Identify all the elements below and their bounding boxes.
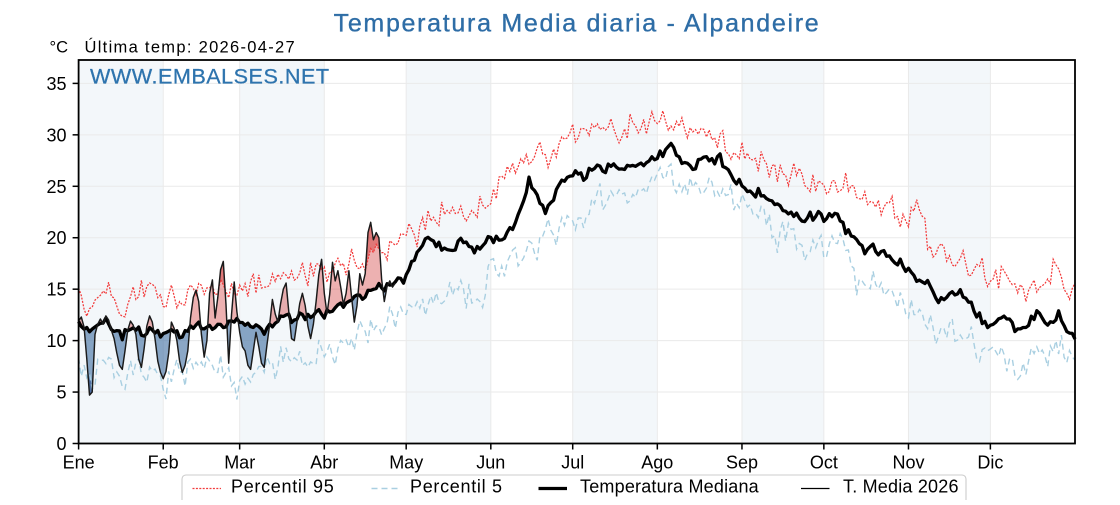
- svg-text:Oct: Oct: [810, 453, 838, 473]
- svg-text:°C: °C: [50, 39, 69, 57]
- svg-text:Percentil 5: Percentil 5: [410, 477, 503, 497]
- svg-text:Ago: Ago: [641, 453, 673, 473]
- svg-text:5: 5: [56, 383, 66, 403]
- svg-text:Temperatura Mediana: Temperatura Mediana: [580, 477, 760, 497]
- svg-text:0: 0: [56, 434, 66, 454]
- svg-text:35: 35: [46, 74, 66, 94]
- svg-text:20: 20: [46, 228, 66, 248]
- svg-text:Feb: Feb: [148, 453, 179, 473]
- svg-text:Percentil 95: Percentil 95: [231, 477, 334, 497]
- svg-text:Temperatura Media diaria - Alp: Temperatura Media diaria - Alpandeire: [334, 10, 821, 38]
- svg-text:Sep: Sep: [726, 453, 758, 473]
- svg-text:Jul: Jul: [561, 453, 584, 473]
- svg-text:Jun: Jun: [476, 453, 505, 473]
- svg-text:25: 25: [46, 177, 66, 197]
- svg-text:Nov: Nov: [892, 453, 924, 473]
- svg-text:15: 15: [46, 280, 66, 300]
- svg-text:Última temp: 2026-04-27: Última temp: 2026-04-27: [85, 38, 297, 57]
- svg-text:May: May: [389, 453, 423, 473]
- svg-text:Ene: Ene: [63, 453, 95, 473]
- svg-text:WWW.EMBALSES.NET: WWW.EMBALSES.NET: [90, 63, 330, 88]
- svg-text:Dic: Dic: [977, 453, 1003, 473]
- svg-text:Mar: Mar: [224, 453, 255, 473]
- svg-text:T. Media 2026: T. Media 2026: [843, 477, 959, 497]
- svg-text:Abr: Abr: [310, 453, 338, 473]
- svg-text:30: 30: [46, 125, 66, 145]
- svg-text:10: 10: [46, 331, 66, 351]
